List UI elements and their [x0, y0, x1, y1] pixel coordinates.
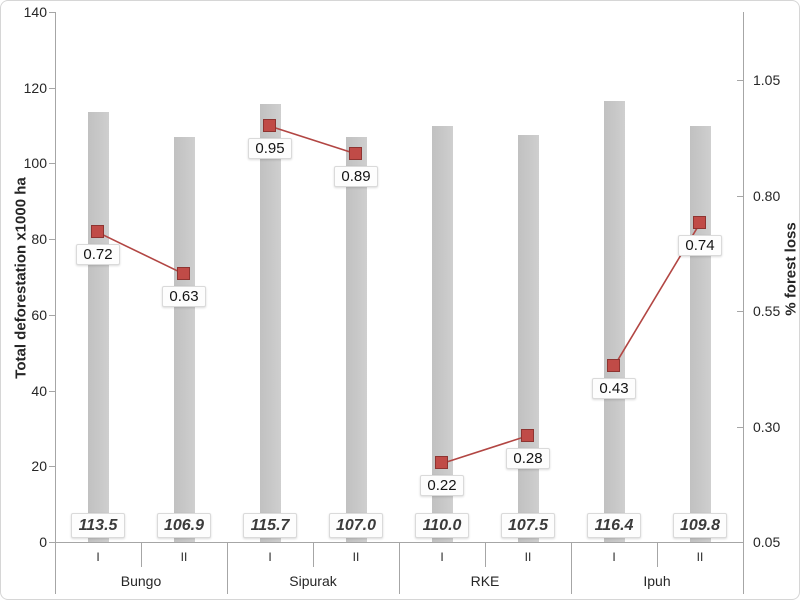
marker-value-label-bungo-ii: 0.63 [162, 286, 206, 308]
group-label-bungo: Bungo [120, 573, 162, 589]
bar-value-label-sipurak-i: 115.7 [243, 513, 297, 538]
line-marker-ipuh-ii [693, 216, 706, 230]
category-label-bungo-i: I [96, 550, 100, 564]
bar-sipurak-i [259, 103, 281, 542]
bar-bungo-i [87, 112, 109, 542]
category-label-rke-ii: II [524, 550, 532, 564]
left-axis-tick-label: 120 [23, 79, 47, 96]
bar-ipuh-i [603, 101, 625, 542]
bar-value-label-sipurak-ii: 107.0 [329, 513, 383, 538]
left-axis-tick [49, 87, 56, 89]
line-marker-sipurak-i [263, 119, 276, 133]
left-axis-tick-label: 80 [31, 231, 47, 248]
category-label-bungo-ii: II [180, 550, 188, 564]
group-label-ipuh: Ipuh [643, 573, 671, 589]
group-label-rke: RKE [470, 573, 500, 589]
marker-value-label-rke-ii: 0.28 [506, 447, 550, 469]
right-axis-tick [737, 426, 744, 428]
bar-value-label-rke-i: 110.0 [415, 513, 469, 538]
line-marker-ipuh-i [607, 359, 620, 373]
bar-rke-ii [517, 135, 539, 542]
left-axis-tick [49, 542, 56, 543]
category-divider [141, 542, 142, 567]
marker-value-label-ipuh-i: 0.43 [592, 378, 636, 400]
left-axis-tick-label: 140 [23, 4, 47, 20]
right-axis-tick [737, 195, 744, 197]
group-divider [399, 542, 400, 594]
left-axis-tick-label: 0 [39, 534, 47, 550]
left-axis-tick [49, 390, 56, 392]
right-axis-line [743, 12, 744, 594]
bar-bungo-ii [173, 137, 195, 542]
right-axis-tick-label: 0.05 [753, 534, 781, 550]
right-axis-tick [737, 80, 744, 81]
bar-value-label-rke-ii: 107.5 [501, 513, 555, 538]
right-axis-tick [737, 311, 744, 312]
right-axis-tick-label: 0.30 [753, 418, 781, 435]
line-marker-rke-ii [521, 428, 534, 442]
left-axis-tick-label: 100 [23, 155, 47, 172]
left-axis-line [55, 12, 56, 594]
right-axis-tick [737, 542, 744, 543]
right-axis-tick-label: 1.05 [753, 72, 781, 88]
category-label-ipuh-ii: II [696, 550, 704, 564]
bar-ipuh-ii [689, 126, 711, 542]
line-marker-rke-i [435, 456, 448, 470]
category-label-sipurak-i: I [268, 550, 272, 564]
bar-sipurak-ii [345, 136, 367, 542]
left-axis-tick [49, 239, 56, 241]
bar-value-label-bungo-i: 113.5 [71, 513, 125, 538]
marker-value-label-rke-i: 0.22 [420, 475, 464, 497]
line-marker-bungo-ii [177, 267, 190, 281]
marker-value-label-bungo-i: 0.72 [76, 244, 120, 266]
category-label-rke-i: I [440, 550, 444, 564]
right-axis-tick-label: 0.80 [753, 187, 781, 204]
bar-value-label-ipuh-i: 116.4 [587, 513, 641, 538]
bar-value-label-bungo-ii: 106.9 [157, 513, 211, 538]
bar-value-label-ipuh-ii: 109.8 [673, 513, 727, 538]
left-axis-tick-label: 20 [31, 458, 47, 475]
right-axis-tick-label: 0.55 [753, 303, 781, 319]
category-divider [485, 542, 486, 567]
line-marker-sipurak-ii [349, 146, 362, 160]
group-label-sipurak: Sipurak [289, 573, 337, 589]
group-divider [571, 542, 572, 594]
category-label-ipuh-i: I [612, 550, 616, 564]
left-axis-tick [49, 466, 56, 468]
left-axis-tick-label: 60 [31, 306, 47, 323]
left-axis-tick [49, 12, 56, 13]
marker-value-label-sipurak-i: 0.95 [248, 138, 292, 160]
marker-value-label-sipurak-ii: 0.89 [334, 165, 378, 187]
left-axis-tick [49, 163, 56, 165]
category-label-sipurak-ii: II [352, 550, 360, 564]
line-marker-bungo-i [91, 225, 104, 239]
group-divider [227, 542, 228, 594]
category-divider [313, 542, 314, 567]
left-axis-tick [49, 314, 56, 316]
left-axis-tick-label: 40 [31, 382, 47, 399]
marker-value-label-ipuh-ii: 0.74 [678, 235, 722, 257]
category-divider [657, 542, 658, 567]
